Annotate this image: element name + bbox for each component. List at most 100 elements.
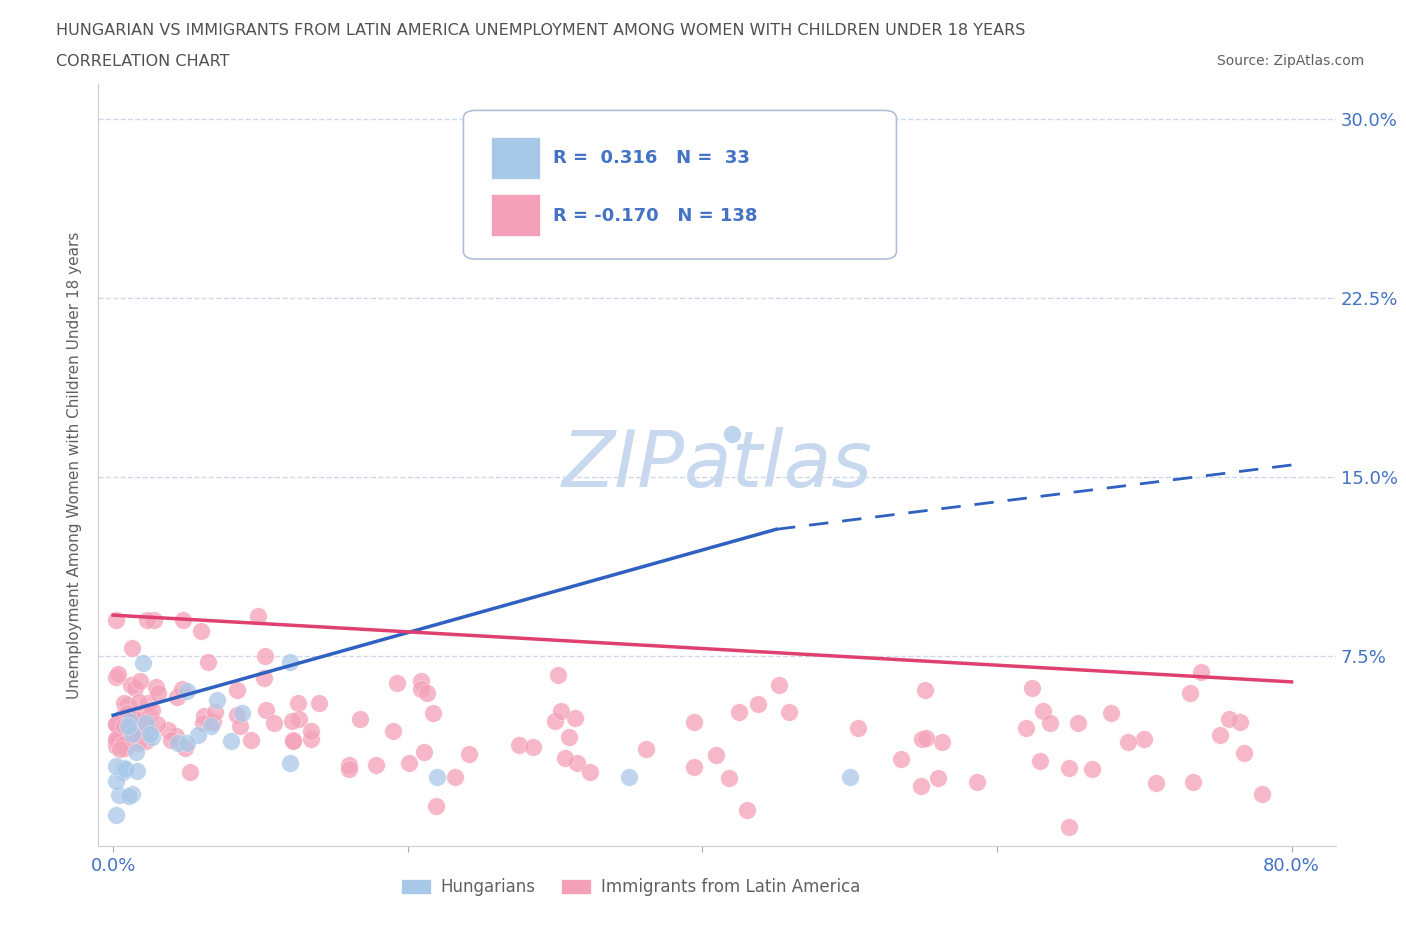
Point xyxy=(1029,705,1052,720)
Point xyxy=(768,578,790,593)
Point xyxy=(240,671,263,685)
Point xyxy=(508,677,530,692)
Point xyxy=(966,740,988,755)
Point xyxy=(717,732,740,747)
Point xyxy=(550,621,572,636)
Point xyxy=(1057,815,1080,830)
Point xyxy=(127,631,149,646)
FancyBboxPatch shape xyxy=(491,194,540,236)
Point xyxy=(1015,649,1038,664)
Y-axis label: Unemployment Among Women with Children Under 18 years: Unemployment Among Women with Children U… xyxy=(67,232,83,698)
Point xyxy=(443,731,465,746)
Text: Source: ZipAtlas.com: Source: ZipAtlas.com xyxy=(1216,54,1364,68)
Point xyxy=(143,470,166,485)
Point xyxy=(413,689,436,704)
Point xyxy=(120,645,142,660)
Point xyxy=(728,622,751,637)
Point xyxy=(1218,635,1240,650)
Point xyxy=(226,629,249,644)
Point xyxy=(409,584,432,599)
Point xyxy=(778,623,800,638)
Point xyxy=(281,671,304,685)
Point xyxy=(1032,621,1054,636)
Point xyxy=(1057,716,1080,731)
Point xyxy=(127,722,149,737)
Point xyxy=(910,746,932,761)
Point xyxy=(135,646,157,661)
Point xyxy=(565,709,588,724)
Point xyxy=(263,642,285,657)
Point xyxy=(136,470,159,485)
Point xyxy=(202,639,225,654)
Point xyxy=(108,761,131,776)
Point xyxy=(160,670,183,684)
Point xyxy=(911,668,934,683)
Point xyxy=(112,628,135,643)
Point xyxy=(253,567,276,582)
Point xyxy=(381,654,404,669)
Point xyxy=(364,711,387,725)
Point xyxy=(107,559,129,574)
Point xyxy=(281,671,304,685)
Point xyxy=(254,529,277,544)
Point xyxy=(105,565,128,579)
Point xyxy=(720,160,742,175)
Point xyxy=(120,578,142,593)
Point xyxy=(287,635,309,650)
Point xyxy=(1182,738,1205,753)
Point xyxy=(131,639,153,654)
Point xyxy=(110,684,132,698)
Point xyxy=(167,674,190,689)
Text: CORRELATION CHART: CORRELATION CHART xyxy=(56,54,229,69)
Point xyxy=(558,665,581,680)
Point xyxy=(280,639,302,654)
Point xyxy=(617,732,640,747)
Point xyxy=(131,541,153,556)
Point xyxy=(1229,641,1251,656)
Point xyxy=(205,604,228,618)
Point xyxy=(915,666,938,681)
Point xyxy=(173,684,195,698)
Point xyxy=(1021,583,1043,598)
Point xyxy=(145,643,167,658)
Point xyxy=(1251,760,1274,775)
Point xyxy=(927,733,949,748)
Point xyxy=(138,630,160,644)
Point xyxy=(179,723,201,737)
Point xyxy=(120,663,142,678)
Point xyxy=(349,634,371,649)
Point xyxy=(522,682,544,697)
Point xyxy=(105,672,128,687)
Point xyxy=(125,689,148,704)
Point xyxy=(187,661,209,676)
Point xyxy=(682,714,704,729)
FancyBboxPatch shape xyxy=(491,137,540,179)
Point xyxy=(578,723,600,737)
Point xyxy=(287,607,309,622)
Point xyxy=(398,708,420,723)
Point xyxy=(683,640,706,655)
Text: R =  0.316   N =  33: R = 0.316 N = 33 xyxy=(553,150,749,167)
Point xyxy=(190,487,212,502)
Point xyxy=(114,716,136,731)
Point xyxy=(564,632,586,647)
Point xyxy=(141,620,163,635)
Point xyxy=(299,655,322,670)
Point xyxy=(544,639,567,654)
Point xyxy=(127,650,149,665)
Point xyxy=(197,540,219,555)
Point xyxy=(176,589,198,604)
Point xyxy=(246,463,269,478)
Point xyxy=(416,591,439,606)
Point xyxy=(136,608,159,623)
Point xyxy=(145,581,167,596)
Point xyxy=(1209,660,1232,675)
Legend: Hungarians, Immigrants from Latin America: Hungarians, Immigrants from Latin Americ… xyxy=(394,871,868,903)
Point xyxy=(115,624,138,639)
Point xyxy=(141,665,163,680)
Point xyxy=(636,684,658,699)
Point xyxy=(121,659,143,674)
Point xyxy=(112,608,135,623)
Point xyxy=(146,591,169,606)
Point xyxy=(111,678,134,693)
